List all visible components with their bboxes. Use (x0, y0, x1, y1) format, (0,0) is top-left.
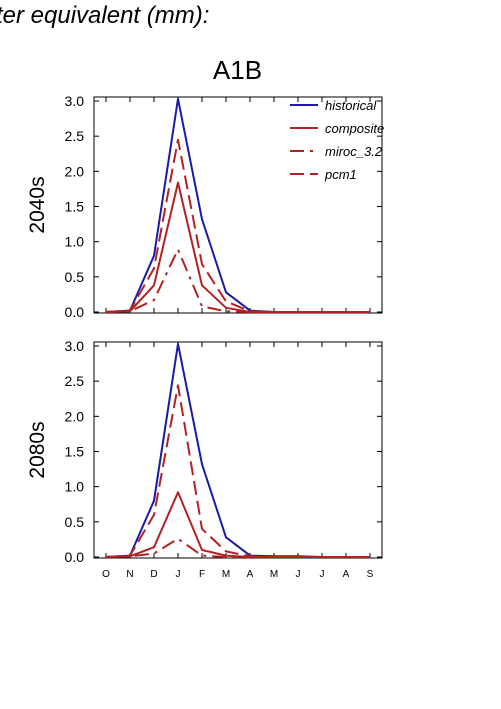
x-tick-label: F (199, 569, 205, 580)
x-tick-label: N (126, 569, 133, 580)
x-tick-label: J (296, 569, 301, 580)
period-label: 2080s (26, 421, 49, 478)
y-tick-label: 0.5 (65, 269, 85, 285)
x-tick-label: S (367, 569, 374, 580)
plot-frame (93, 96, 383, 314)
x-tick-label: M (222, 569, 230, 580)
legend-label: historical (325, 98, 377, 113)
legend-label: miroc_3.2 (325, 144, 383, 159)
y-tick-label: 1.5 (65, 444, 85, 460)
y-tick-label: 0.0 (65, 304, 85, 320)
y-tick-label: 2.5 (65, 373, 85, 389)
x-tick-label: O (102, 569, 110, 580)
x-tick-label: J (320, 569, 325, 580)
x-tick-label: D (150, 569, 157, 580)
y-tick-label: 1.5 (65, 199, 85, 215)
y-tick-label: 2.0 (65, 163, 85, 179)
legend-label: composite (325, 121, 384, 136)
x-tick-label: A (343, 569, 350, 580)
x-tick-label: J (176, 569, 181, 580)
y-tick-label: 0.0 (65, 549, 85, 565)
page-title: ter equivalent (mm): (0, 2, 210, 29)
series-line-historical (105, 342, 370, 558)
series-line-miroc-3-2 (105, 248, 370, 313)
y-tick-label: 3.0 (65, 93, 85, 109)
y-tick-label: 3.0 (65, 338, 85, 354)
scenario-title: A1B (212, 55, 263, 85)
series-line-composite (105, 181, 370, 313)
y-tick-label: 0.5 (65, 514, 85, 530)
plot-frame (93, 341, 383, 559)
x-tick-label: M (270, 569, 278, 580)
x-tick-label: A (247, 569, 254, 580)
y-tick-label: 2.5 (65, 128, 85, 144)
y-tick-label: 1.0 (65, 234, 85, 250)
series-line-pcm1 (105, 138, 370, 313)
series-line-pcm1 (105, 384, 370, 558)
legend-label: pcm1 (324, 167, 357, 182)
y-tick-label: 1.0 (65, 479, 85, 495)
y-tick-label: 2.0 (65, 408, 85, 424)
period-label: 2040s (26, 176, 49, 233)
